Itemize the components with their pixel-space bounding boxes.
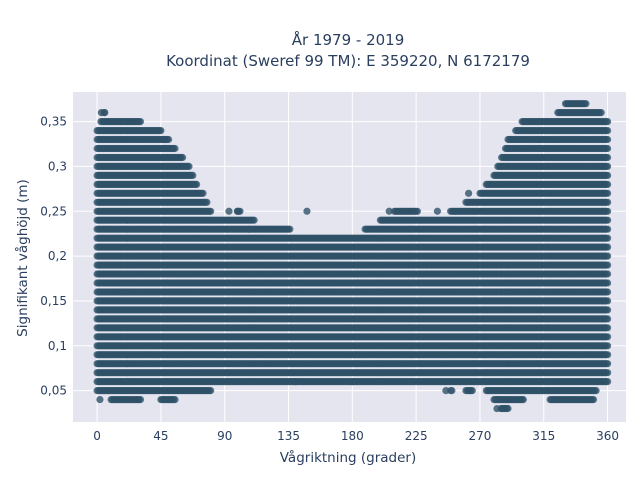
data-point [448,387,456,395]
data-point [592,387,600,395]
data-point [604,297,612,305]
data-point [136,396,145,404]
data-point [589,396,598,404]
data-point [604,360,612,368]
data-point [604,342,612,350]
data-point [519,396,527,404]
data-point [207,387,215,395]
data-point [504,404,512,413]
data-point [604,378,612,386]
data-point [604,288,612,296]
data-point [468,387,476,395]
data-points [93,100,612,413]
data-point [604,315,612,323]
data-point [604,333,612,341]
data-point [604,351,612,359]
data-point [171,396,179,404]
data-point [604,306,612,314]
data-point [604,324,612,332]
data-point [604,369,612,377]
